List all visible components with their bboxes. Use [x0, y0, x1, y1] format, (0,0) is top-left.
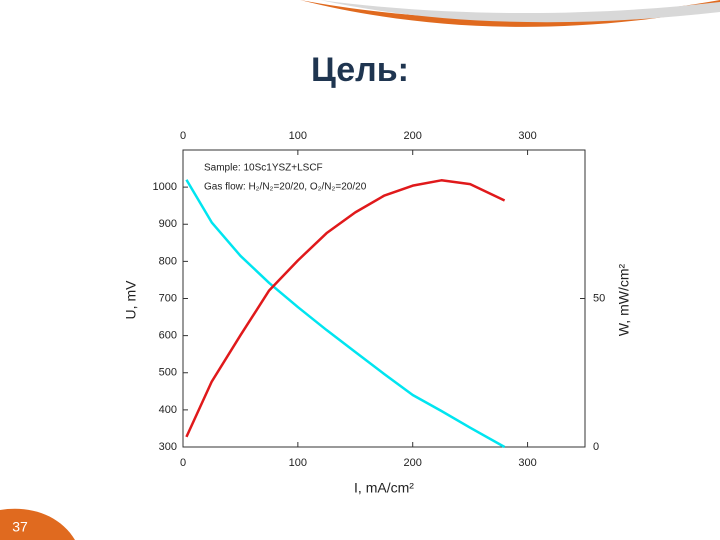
y2-axis-label: W, mW/cm²	[616, 264, 632, 337]
decor-swoosh	[320, 0, 720, 23]
page-number: 37	[12, 519, 28, 535]
y2-tick-label: 0	[593, 441, 599, 453]
page-badge	[0, 508, 75, 540]
x-tick-label-top: 200	[404, 130, 422, 142]
y2-tick-label: 50	[593, 292, 605, 304]
series-line	[185, 179, 506, 438]
x-tick-label-top: 100	[289, 130, 307, 142]
x-tick-label: 0	[180, 457, 186, 469]
x-tick-label: 100	[289, 457, 307, 469]
y-tick-label: 900	[159, 218, 177, 230]
x-tick-label: 200	[404, 457, 422, 469]
annotation: Sample: 10Sc1YSZ+LSCF	[204, 163, 323, 174]
y-tick-label: 1000	[153, 181, 177, 193]
x-tick-label-top: 300	[518, 130, 536, 142]
y-tick-label: 300	[159, 441, 177, 453]
y-tick-label: 600	[159, 330, 177, 342]
y-tick-label: 500	[159, 367, 177, 379]
x-tick-label: 300	[518, 457, 536, 469]
y-tick-label: 800	[159, 255, 177, 267]
y-axis-label: U, mV	[123, 280, 139, 320]
series-line	[185, 179, 506, 449]
annotation: Gas flow: H₂/N₂=20/20, O₂/N₂=20/20	[204, 182, 367, 193]
x-tick-label-top: 0	[180, 130, 186, 142]
y-tick-label: 400	[159, 404, 177, 416]
slide-title: Цель:	[311, 51, 409, 89]
x-axis-label: I, mA/cm²	[354, 480, 414, 496]
y-tick-label: 700	[159, 292, 177, 304]
